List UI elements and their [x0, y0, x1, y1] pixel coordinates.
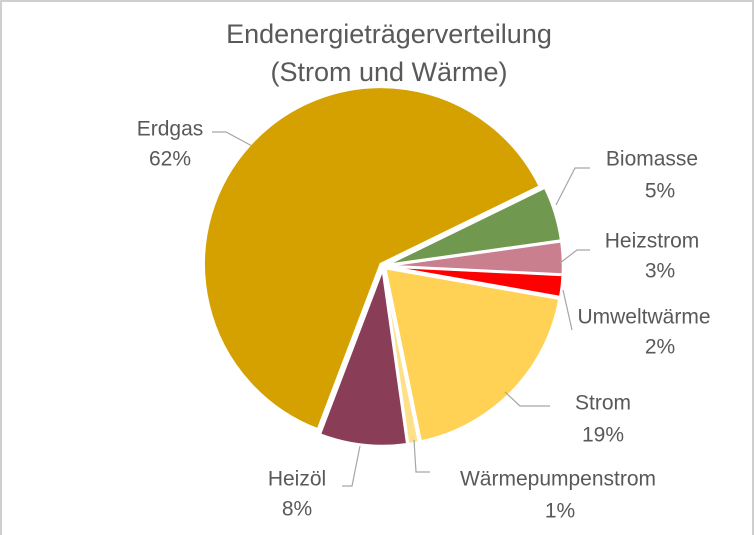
leader-line [413, 439, 430, 473]
slice-value-label: 2% [645, 336, 675, 359]
pie-slice [383, 266, 561, 443]
leader-line [212, 131, 253, 147]
slice-label: Wärmepumpenstrom [460, 468, 656, 491]
chart-title: (Strom und Wärme) [270, 57, 507, 87]
slice-value-label: 1% [545, 500, 575, 523]
slice-value-label: 62% [149, 148, 191, 171]
slice-value-label: 8% [282, 498, 312, 521]
leader-line [555, 167, 590, 206]
slice-label: Umweltwärme [577, 306, 710, 329]
leader-line [504, 391, 550, 407]
leader-line [559, 249, 590, 264]
slice-label: Biomasse [606, 148, 698, 171]
pie-slice [318, 268, 409, 448]
slice-value-label: 19% [582, 424, 624, 447]
leader-line [342, 445, 361, 487]
slice-label: Heizstrom [605, 230, 700, 253]
slice-value-label: 5% [645, 180, 675, 203]
slice-label: Erdgas [137, 118, 204, 141]
slice-label: Strom [575, 392, 631, 415]
pie-slice [385, 265, 565, 299]
slice-label: Heizöl [268, 468, 326, 491]
chart-title: Endenergieträgerverteilung [226, 19, 552, 49]
leader-line [562, 289, 573, 331]
slice-value-label: 3% [645, 260, 675, 283]
